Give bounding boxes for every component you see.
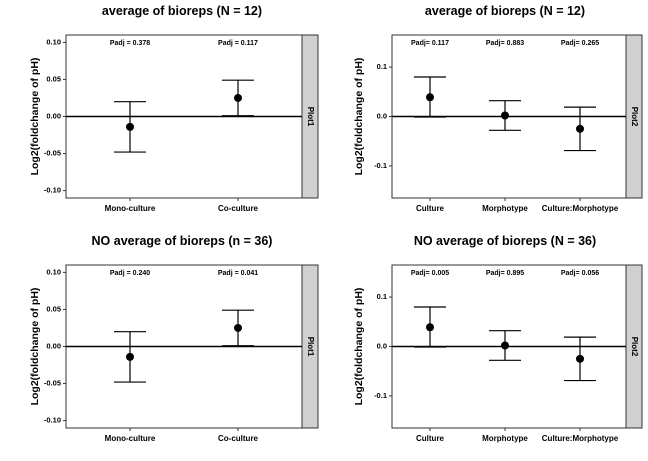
y-axis-label: Log2(foldchange of pH): [353, 58, 365, 176]
facet-strip-label: Plot1: [306, 337, 315, 357]
y-tick-label: 0.00: [46, 341, 61, 350]
y-tick-label: 0.0: [377, 341, 387, 350]
padj-annotation: Padj = 0.117: [218, 40, 258, 47]
x-tick-label: Culture: [416, 434, 445, 443]
data-point: [501, 341, 509, 350]
chart-title: NO average of bioreps (N = 36): [414, 234, 596, 248]
data-point: [426, 93, 434, 102]
y-axis-label: Log2(foldchange of pH): [29, 58, 41, 176]
data-point: [126, 352, 134, 361]
padj-annotation: Padj= 0.895: [486, 270, 524, 277]
data-point: [576, 354, 584, 363]
x-tick-label: Co-culture: [218, 204, 259, 213]
facet-strip-label: Plot2: [630, 337, 639, 357]
y-tick-label: 0.10: [46, 267, 61, 276]
y-tick-label: -0.1: [374, 161, 387, 170]
padj-annotation: Padj= 0.265: [561, 40, 599, 47]
data-point: [126, 122, 134, 131]
chart-title: average of bioreps (N = 12): [102, 4, 262, 18]
y-tick-label: 0.0: [377, 111, 387, 120]
padj-annotation: Padj = 0.240: [110, 270, 150, 277]
y-tick-label: -0.05: [44, 379, 61, 388]
data-point: [501, 111, 509, 120]
data-point: [576, 124, 584, 133]
y-tick-label: 0.1: [377, 292, 387, 301]
x-tick-label: Culture: [416, 204, 445, 213]
chart-title: average of bioreps (N = 12): [425, 4, 585, 18]
y-tick-label: 0.05: [46, 304, 61, 313]
panel-1: Plot1 average of bioreps (N = 12) Log2(fol…: [29, 4, 319, 213]
data-point: [234, 93, 242, 102]
x-tick-label: Co-culture: [218, 434, 259, 443]
panel-4: Plot2 NO average of bioreps (N = 36) Log2(…: [353, 234, 643, 443]
y-tick-label: -0.1: [374, 391, 387, 400]
y-tick-label: 0.1: [377, 62, 387, 71]
padj-annotation: Padj = 0.378: [110, 40, 150, 47]
padj-annotation: Padj= 0.117: [411, 40, 449, 47]
facet-strip-label: Plot2: [630, 107, 639, 127]
x-tick-label: Culture:Morphotype: [542, 434, 619, 443]
panel-3: Plot1 NO average of bioreps (n = 36) Log2(…: [29, 234, 319, 443]
x-tick-label: Culture:Morphotype: [542, 204, 619, 213]
y-axis-label: Log2(foldchange of pH): [29, 288, 41, 406]
x-tick-label: Morphotype: [482, 204, 528, 213]
y-tick-label: 0.00: [46, 111, 61, 120]
facet-strip-label: Plot1: [306, 107, 315, 127]
panel-2: Plot2 average of bioreps (N = 12) Log2(fol…: [353, 4, 643, 213]
x-tick-label: Morphotype: [482, 434, 528, 443]
padj-annotation: Padj= 0.056: [561, 270, 599, 277]
padj-annotation: Padj = 0.041: [218, 270, 258, 277]
y-tick-label: 0.10: [46, 37, 61, 46]
y-tick-label: -0.10: [44, 186, 61, 195]
y-tick-label: -0.10: [44, 416, 61, 425]
chart-title: NO average of bioreps (n = 36): [92, 234, 273, 248]
x-tick-label: Mono-culture: [105, 204, 156, 213]
data-point: [234, 323, 242, 332]
padj-annotation: Padj= 0.005: [411, 270, 449, 277]
y-axis-label: Log2(foldchange of pH): [353, 288, 365, 406]
padj-annotation: Padj= 0.883: [486, 40, 524, 47]
y-tick-label: -0.05: [44, 149, 61, 158]
x-tick-label: Mono-culture: [105, 434, 156, 443]
y-tick-label: 0.05: [46, 74, 61, 83]
data-point: [426, 323, 434, 332]
